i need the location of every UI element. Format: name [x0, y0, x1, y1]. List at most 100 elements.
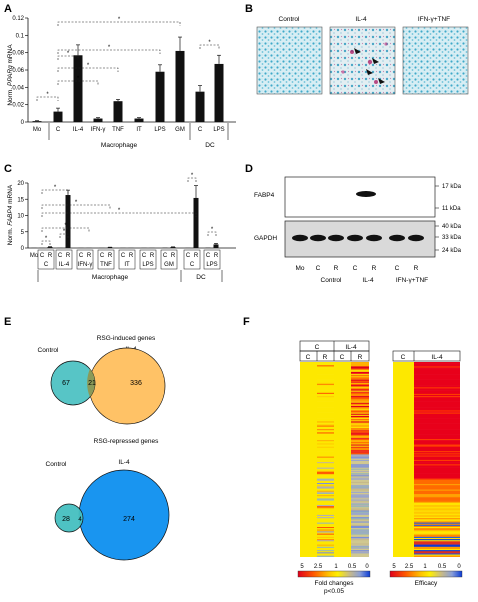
- bar: [156, 72, 165, 122]
- significance-star: *: [63, 229, 66, 235]
- x-label-cr: R: [129, 253, 134, 259]
- x-category-label: IT: [136, 127, 142, 133]
- x-label-cr: C: [79, 253, 84, 259]
- blot-group-ifng-tnf: IFN-γ+TNF: [396, 277, 428, 284]
- bar: [74, 55, 83, 122]
- efficacy-tick: 1: [423, 564, 427, 570]
- significance-star: *: [45, 236, 48, 242]
- efficacy-color-bar: [390, 571, 462, 577]
- bar: [114, 101, 123, 122]
- venn-repressed-title: RSG-repressed genes: [94, 438, 159, 445]
- y-tick-label: 0.04: [12, 85, 24, 91]
- panel-f-letter: F: [243, 316, 250, 328]
- efficacy-tick: 0.5: [438, 564, 447, 570]
- panel-d: D FABP4 17 kDa 11 kDa GAPDH 40 kDa 33 kD…: [245, 163, 462, 284]
- bar: [54, 112, 63, 122]
- venn-induced-right-count: 336: [130, 380, 142, 387]
- heatmap-column: [334, 362, 351, 557]
- gapdh-band: [347, 235, 363, 241]
- y-tick-label: 0: [21, 120, 25, 126]
- fold-legend-label: Fold changes: [314, 580, 354, 587]
- panel-e: E RSG-induced genes Control IL-4 67 21 3…: [4, 316, 169, 560]
- group-label-macrophage: Macrophage: [92, 274, 129, 281]
- panel-b-label-control: Control: [279, 16, 301, 23]
- efficacy-tick: 5: [392, 564, 396, 570]
- venn-induced-left-count: 67: [62, 380, 70, 387]
- x-label-cr: C: [163, 253, 168, 259]
- y-tick-label: 0.06: [12, 68, 24, 74]
- x-category-label: C: [198, 127, 203, 133]
- x-label-cr: R: [48, 253, 53, 259]
- treatment-label: TNF: [100, 262, 112, 268]
- blot-lane-label: C: [316, 265, 321, 272]
- heatmap-efficacy: [393, 362, 460, 557]
- marker-11kda: 11 kDa: [442, 206, 461, 212]
- venn-repressed-left-count: 28: [62, 516, 70, 523]
- x-label-cr: R: [66, 253, 71, 259]
- x-label-cr: R: [108, 253, 113, 259]
- efficacy-header-il4: IL-4: [431, 354, 443, 361]
- x-label-cr: C: [142, 253, 147, 259]
- micrograph-control: [257, 27, 322, 94]
- x-label-cr: C: [186, 253, 191, 259]
- fabp4-band: [356, 191, 376, 197]
- x-category-label: LPS: [213, 127, 224, 133]
- venn-repressed-right-count: 274: [123, 516, 135, 523]
- x-label-cr: R: [194, 253, 199, 259]
- venn-repressed-right-label: IL-4: [118, 459, 130, 466]
- fold-color-bar: [298, 571, 370, 577]
- efficacy-header-c: C: [401, 354, 406, 361]
- significance-star: *: [118, 17, 121, 23]
- efficacy-column-c: [393, 362, 414, 557]
- panel-d-letter: D: [245, 163, 253, 175]
- efficacy-legend-label: Efficacy: [415, 580, 438, 587]
- treatment-label: LPS: [206, 262, 217, 268]
- fold-tick: 5: [300, 564, 304, 570]
- panel-b-label-il4: IL-4: [355, 16, 367, 23]
- treatment-label: IFN-γ: [78, 262, 93, 268]
- venn-repressed-il4-circle: [79, 470, 169, 560]
- x-label-cr: C: [40, 253, 45, 259]
- x-category-label: TNF: [112, 127, 124, 133]
- venn-induced-overlap-count: 21: [88, 380, 96, 387]
- gapdh-band: [366, 235, 382, 241]
- bar: [66, 195, 71, 248]
- bar: [214, 244, 219, 248]
- blot-lane-label: R: [372, 265, 377, 272]
- panel-c-bars: [32, 186, 219, 248]
- gapdh-band: [328, 235, 344, 241]
- heatmap-fold-changes: [300, 362, 369, 557]
- x-category-label: IL-4: [73, 127, 84, 133]
- y-tick-label: 0.12: [12, 16, 24, 22]
- gapdh-band: [310, 235, 326, 241]
- bar: [176, 51, 185, 122]
- panel-c-ylabel: Norm. FABP4 mRNA: [7, 184, 14, 245]
- bar: [194, 198, 199, 248]
- bar: [215, 64, 224, 122]
- heatmap-sub-3: C: [340, 354, 345, 361]
- heatmap-sub-1: C: [306, 354, 311, 361]
- y-tick-label: 0.02: [12, 103, 24, 109]
- fold-tick: 0.5: [348, 564, 357, 570]
- blot-lane-label: Mo: [295, 265, 304, 272]
- significance-star: *: [211, 227, 214, 233]
- group-label-dc: DC: [205, 142, 215, 149]
- blot-fabp4: [285, 177, 435, 217]
- group-label-dc: DC: [196, 274, 206, 281]
- gapdh-band: [389, 235, 405, 241]
- fold-tick: 2.5: [314, 564, 323, 570]
- x-category-label: Mo: [33, 127, 42, 133]
- group-label-macrophage: Macrophage: [101, 142, 138, 149]
- x-category-label: C: [56, 127, 61, 133]
- x-label-cr: C: [206, 253, 211, 259]
- micrograph-il4: [330, 27, 395, 94]
- bar: [94, 119, 103, 122]
- x-label-cr: R: [150, 253, 155, 259]
- marker-40kda: 40 kDa: [442, 224, 462, 230]
- panel-b-letter: B: [245, 3, 253, 15]
- heatmap-header-il4: IL-4: [345, 344, 357, 351]
